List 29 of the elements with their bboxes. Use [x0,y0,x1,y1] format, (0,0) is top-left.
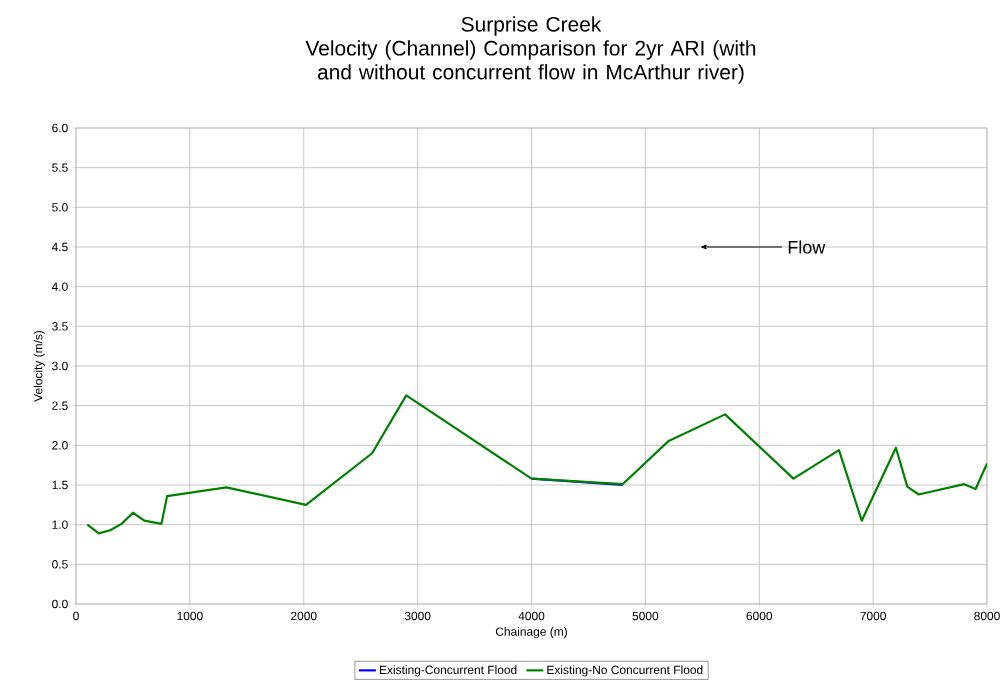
x-tick-label: 3000 [404,611,431,621]
x-tick-label: 4000 [518,611,545,621]
x-tick-label: 2000 [291,611,317,621]
annotation: Flow [788,240,826,254]
y-tick-label: 2.5 [52,401,68,410]
y-tick-label: 5.5 [52,163,68,172]
legend-label: Existing-No Concurrent Flood [547,665,703,677]
y-tick-label: 4.5 [51,242,68,252]
x-tick-label: 7000 [860,611,886,621]
y-tick-label: 3.5 [52,322,68,331]
y-tick-label: 2.0 [52,441,68,450]
x-tick-label: 5000 [632,611,659,621]
y-tick-label: 4.0 [51,282,68,291]
chart-title: Surprise Creek Velocity (Channel) Comparison for 2yr ARI (with and without concurrent flow in McArthur river) [305,16,756,84]
y-axis-title: Velocity (m/s) [33,330,45,402]
y-tick-label: 1.0 [52,520,68,529]
y-tick-label: 6.0 [52,123,68,133]
y-tick-label: 5.0 [52,203,68,212]
line-series [86,394,987,535]
x-tick-label: 6000 [746,611,773,621]
x-tick-label: 8000 [974,611,1000,621]
legend-label: Existing-Concurrent Flood [380,665,517,677]
y-tick-label: 3.0 [52,361,68,371]
x-axis-title: Chainage (m) [495,627,567,639]
x-tick-label: 1000 [177,611,203,621]
y-tick-label: 0.0 [52,599,68,609]
y-tick-label: 0.5 [52,560,68,569]
x-tick-label: 0 [73,611,79,621]
y-tick-label: 1.5 [52,480,68,490]
